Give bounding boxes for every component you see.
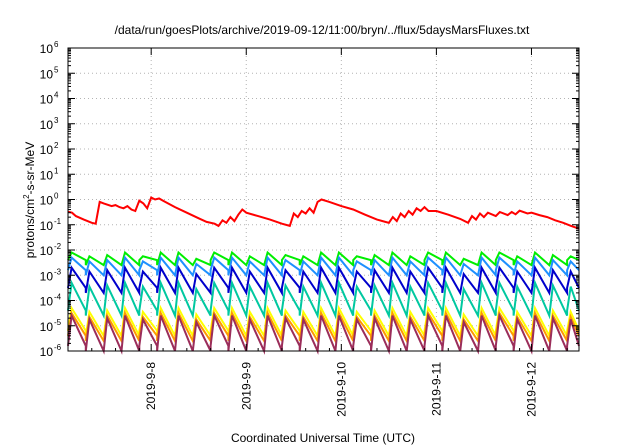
chart-title: /data/run/goesPlots/archive/2019-09-12/1… bbox=[115, 23, 530, 37]
y-axis-label-rest: -s-sr-MeV bbox=[23, 142, 37, 195]
x-tick-label: 2019-9-10 bbox=[334, 362, 348, 417]
y-tick-label: 10 bbox=[40, 320, 54, 334]
y-tick-label-exp: -6 bbox=[54, 343, 62, 352]
x-tick-label: 2019-9-9 bbox=[239, 362, 253, 410]
y-tick-label: 10 bbox=[40, 42, 54, 56]
y-tick-label-base: 10 bbox=[40, 42, 54, 56]
y-tick-label: 10 bbox=[40, 93, 54, 107]
y-tick-label: 10 bbox=[40, 168, 54, 182]
y-tick-label: 10 bbox=[40, 67, 54, 81]
y-tick-label-exp: -3 bbox=[54, 267, 62, 276]
y-tick-label-exp: 0 bbox=[54, 192, 59, 201]
flux-series-6 bbox=[67, 309, 580, 345]
y-tick-label-base: 10 bbox=[40, 194, 54, 208]
y-tick-label-exp: -5 bbox=[54, 318, 62, 327]
axis-ticks: 10 -610 -510 -410 -310 -210 -110 010 110 210 310 41… bbox=[40, 40, 579, 417]
flux-series-7 bbox=[67, 312, 580, 355]
x-tick-label: 2019-9-12 bbox=[524, 362, 538, 417]
y-tick-label-base: 10 bbox=[40, 320, 54, 334]
y-tick-label-base: 10 bbox=[40, 67, 54, 81]
y-tick-label-exp: 4 bbox=[54, 91, 59, 100]
y-tick-label-base: 10 bbox=[40, 219, 54, 233]
y-axis-label-main: protons/cm bbox=[23, 199, 37, 258]
y-tick-label-exp: 3 bbox=[54, 116, 59, 125]
y-tick-label: 10 bbox=[40, 118, 54, 132]
x-tick-label: 2019-9-11 bbox=[429, 362, 443, 416]
y-tick-label-exp: -2 bbox=[54, 242, 62, 251]
y-axis-label-sup: 2 bbox=[22, 194, 31, 199]
y-tick-label-base: 10 bbox=[40, 143, 54, 157]
y-axis-label: protons/cm2-s-sr-MeV bbox=[22, 142, 37, 258]
x-tick-label: 2019-9-8 bbox=[144, 362, 158, 410]
flux-series-red bbox=[67, 196, 580, 230]
y-tick-label: 10 bbox=[40, 219, 54, 233]
y-tick-label-base: 10 bbox=[40, 244, 54, 258]
x-axis-label: Coordinated Universal Time (UTC) bbox=[231, 431, 415, 445]
y-tick-label-exp: 2 bbox=[54, 141, 59, 150]
y-tick-label-exp: 6 bbox=[54, 40, 59, 49]
data-series bbox=[67, 196, 580, 355]
y-tick-label-base: 10 bbox=[40, 345, 54, 359]
flux-series-4 bbox=[67, 278, 580, 320]
flux-series-2 bbox=[67, 255, 580, 279]
y-tick-label: 10 bbox=[40, 345, 54, 359]
y-tick-label-base: 10 bbox=[40, 295, 54, 309]
y-tick-label: 10 bbox=[40, 244, 54, 258]
y-tick-label: 10 bbox=[40, 295, 54, 309]
y-tick-label-exp: 5 bbox=[54, 65, 59, 74]
flux-series-1 bbox=[67, 250, 580, 268]
y-tick-label-base: 10 bbox=[40, 168, 54, 182]
y-tick-label-exp: 1 bbox=[54, 166, 59, 175]
y-tick-label-exp: -4 bbox=[54, 293, 62, 302]
y-tick-label: 10 bbox=[40, 143, 54, 157]
y-tick-label: 10 bbox=[40, 194, 54, 208]
y-tick-label-base: 10 bbox=[40, 118, 54, 132]
y-tick-label: 10 bbox=[40, 269, 54, 283]
flux-series-3 bbox=[67, 264, 580, 297]
y-tick-label-base: 10 bbox=[40, 269, 54, 283]
y-tick-label-base: 10 bbox=[40, 93, 54, 107]
y-tick-label-exp: -1 bbox=[54, 217, 62, 226]
